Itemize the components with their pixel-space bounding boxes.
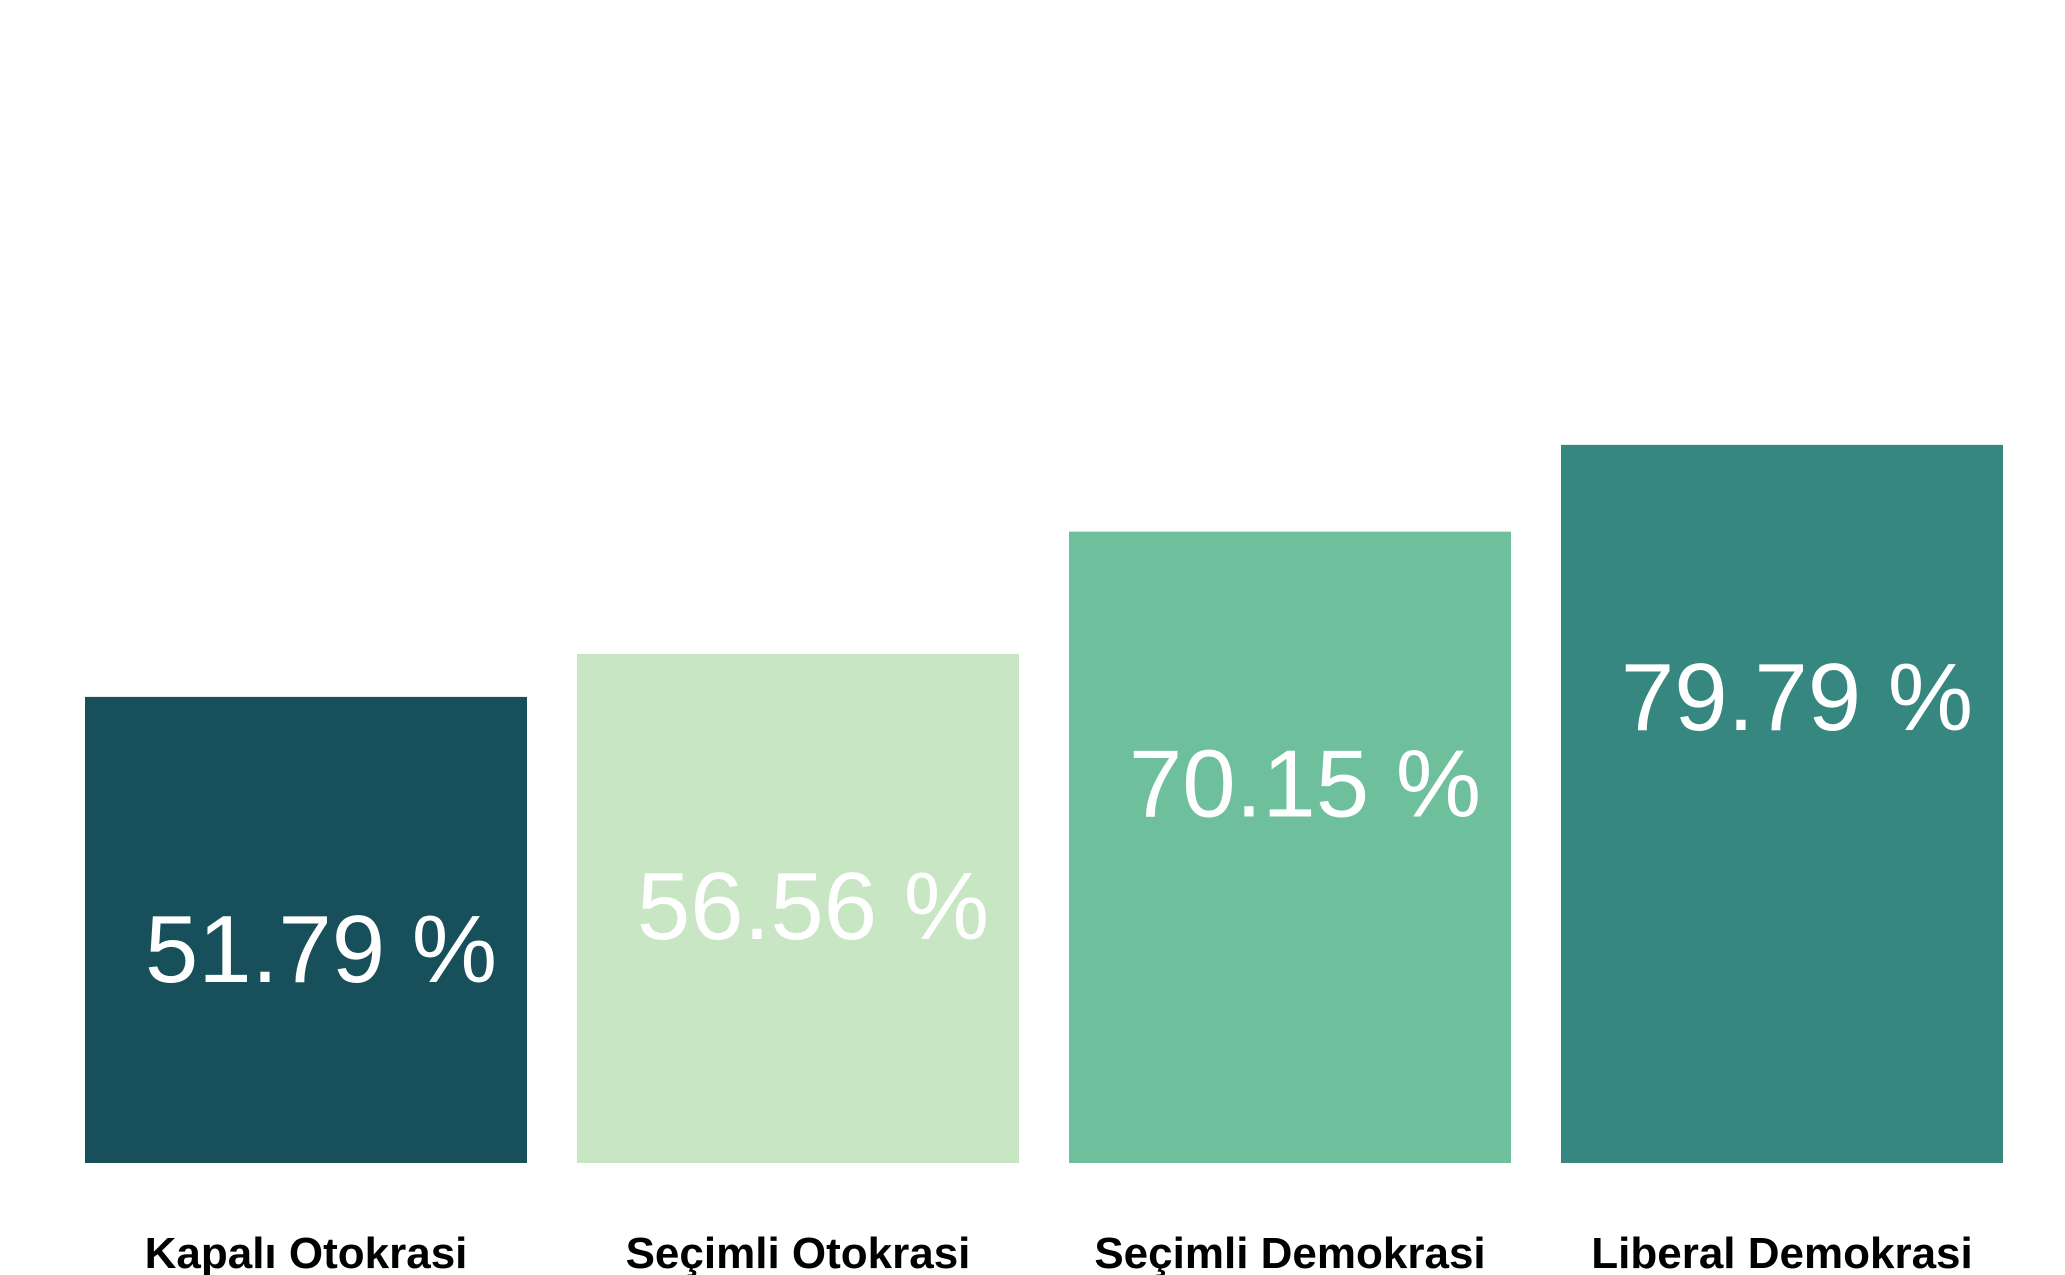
bar (85, 696, 527, 1163)
bar (1069, 531, 1511, 1163)
bar-value-label: 51.79 % (145, 896, 497, 1003)
bar-value-label: 56.56 % (637, 853, 989, 960)
bars-group (85, 444, 2003, 1163)
category-label: Kapalı Otokrasi (145, 1229, 468, 1275)
category-label: Seçimli Demokrasi (1094, 1229, 1485, 1275)
value-labels-group: 51.79 % 56.56 % 70.15 % 79.79 % (145, 644, 1973, 1003)
category-label: Seçimli Otokrasi (626, 1229, 971, 1275)
category-labels-group: Kapalı Otokrasi Seçimli Otokrasi Seçimli D… (145, 1229, 1973, 1275)
bar (1561, 444, 2003, 1163)
category-label: Liberal Demokrasi (1591, 1229, 1973, 1275)
bar-value-label: 70.15 % (1129, 731, 1481, 838)
bar (577, 653, 1019, 1163)
bar-value-label: 79.79 % (1621, 644, 1973, 751)
